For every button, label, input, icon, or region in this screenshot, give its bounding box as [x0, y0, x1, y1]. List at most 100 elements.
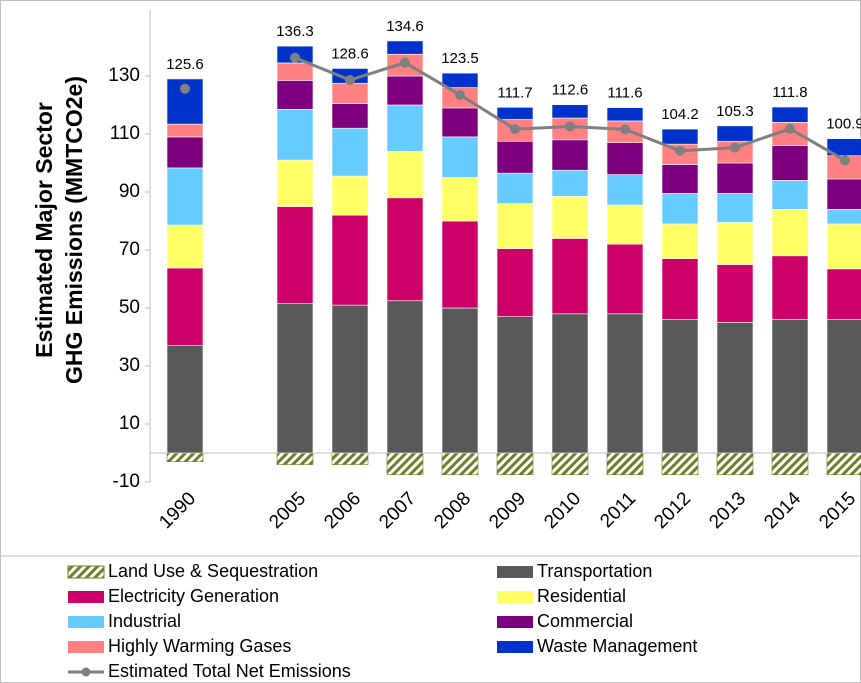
x-tick-label: 2005 — [265, 488, 310, 533]
legend-swatch — [497, 616, 533, 628]
bar-segment — [551, 313, 589, 454]
legend-label: Industrial — [108, 611, 181, 631]
bar-segment — [276, 109, 314, 161]
legend-swatch — [497, 641, 533, 653]
legend-label: Waste Management — [537, 636, 697, 656]
legend-label: Transportation — [537, 561, 652, 581]
bar-segment — [606, 452, 644, 476]
y-tick-label: 30 — [119, 355, 140, 376]
bar-segment — [331, 214, 369, 306]
x-tick-label: 2008 — [430, 488, 475, 533]
data-label: 123.5 — [441, 50, 479, 67]
bar-segment — [166, 136, 204, 169]
legend-swatch — [497, 566, 533, 578]
bar-segment — [716, 162, 754, 194]
legend-swatch — [67, 565, 105, 579]
bar-segment — [441, 72, 479, 88]
x-tick-label: 2007 — [375, 488, 420, 533]
legend-swatch — [68, 641, 104, 653]
bar-segment — [826, 209, 861, 225]
x-tick-label: 2015 — [815, 488, 860, 533]
bar-segment — [331, 82, 369, 104]
bar-segment — [386, 452, 424, 476]
data-label: 111.7 — [497, 84, 532, 101]
data-label: 125.6 — [166, 56, 204, 73]
bar-segment — [716, 193, 754, 223]
data-label: 105.3 — [716, 103, 754, 120]
y-tick-label: 70 — [119, 239, 140, 260]
bar-segment — [826, 268, 861, 320]
y-tick-label: 130 — [108, 65, 140, 86]
y-axis-title: Estimated Major Sector GHG Emissions (MM… — [31, 76, 87, 384]
data-label: 134.6 — [386, 18, 424, 35]
bar-segment — [331, 103, 369, 129]
total-point — [455, 89, 465, 100]
legend-label: Estimated Total Net Emissions — [108, 661, 351, 681]
x-tick-label: 2012 — [650, 488, 695, 533]
data-label: 128.6 — [331, 45, 369, 62]
bar-segment — [716, 264, 754, 323]
bar-segment — [276, 159, 314, 207]
bar-segment — [276, 80, 314, 110]
bar-segment — [826, 223, 861, 270]
legend-point — [81, 667, 91, 677]
bar-segment — [716, 125, 754, 142]
total-point — [290, 52, 300, 63]
data-label: 111.6 — [607, 85, 642, 102]
x-tick-label: 2011 — [596, 488, 640, 532]
y-tick-label: 110 — [110, 123, 140, 144]
bar-segment — [441, 136, 479, 178]
bar-segment — [606, 107, 644, 122]
x-tick-label: 2009 — [485, 488, 530, 533]
bar-segment — [496, 452, 534, 476]
data-label: 136.3 — [276, 23, 314, 40]
bar-segment — [716, 222, 754, 265]
bar-segment — [661, 193, 699, 225]
x-tick-label: 2014 — [760, 488, 805, 533]
bar-segment — [166, 452, 204, 462]
bar-segment — [496, 140, 534, 174]
bar-segment — [496, 248, 534, 318]
bar-segment — [551, 104, 589, 119]
total-point — [620, 124, 630, 135]
bar-segment — [496, 172, 534, 204]
bar-segment — [276, 62, 314, 81]
x-tick-label: 2010 — [540, 488, 585, 533]
bar-segment — [771, 106, 809, 123]
total-point — [840, 155, 850, 166]
legend-swatch — [497, 591, 533, 603]
bar-segment — [166, 345, 204, 454]
bar-segment — [441, 107, 479, 138]
bar-segment — [606, 204, 644, 245]
legend-label: Highly Warming Gases — [108, 636, 291, 656]
bar-segment — [386, 197, 424, 302]
bar-segment — [496, 203, 534, 249]
bar-segment — [606, 174, 644, 206]
y-axis-title-line: Estimated Major Sector — [31, 102, 57, 358]
bar-segment — [441, 220, 479, 309]
bar-segment — [771, 255, 809, 320]
bar-segment — [771, 209, 809, 257]
y-tick-label: 10 — [119, 413, 140, 434]
bar-segment — [276, 452, 314, 465]
bar-segment — [441, 177, 479, 222]
bar-segment — [551, 196, 589, 239]
bar-segment — [771, 180, 809, 210]
x-tick-label: 2013 — [705, 488, 750, 533]
bar-segment — [386, 75, 424, 106]
legend-label: Land Use & Sequestration — [108, 561, 318, 581]
bar-segment — [551, 139, 589, 171]
total-point — [730, 142, 740, 153]
bar-segment — [276, 303, 314, 454]
y-axis-title-line: GHG Emissions (MMTCO2e) — [61, 76, 87, 384]
bar-segment — [661, 164, 699, 194]
bar-segment — [386, 104, 424, 152]
x-tick-label: 2006 — [320, 488, 365, 533]
bar-segment — [826, 319, 861, 454]
bar-segment — [331, 127, 369, 177]
y-tick-label: -10 — [113, 471, 140, 492]
y-tick-label: 90 — [119, 181, 140, 202]
total-point — [565, 121, 575, 132]
bar-segment — [716, 322, 754, 454]
